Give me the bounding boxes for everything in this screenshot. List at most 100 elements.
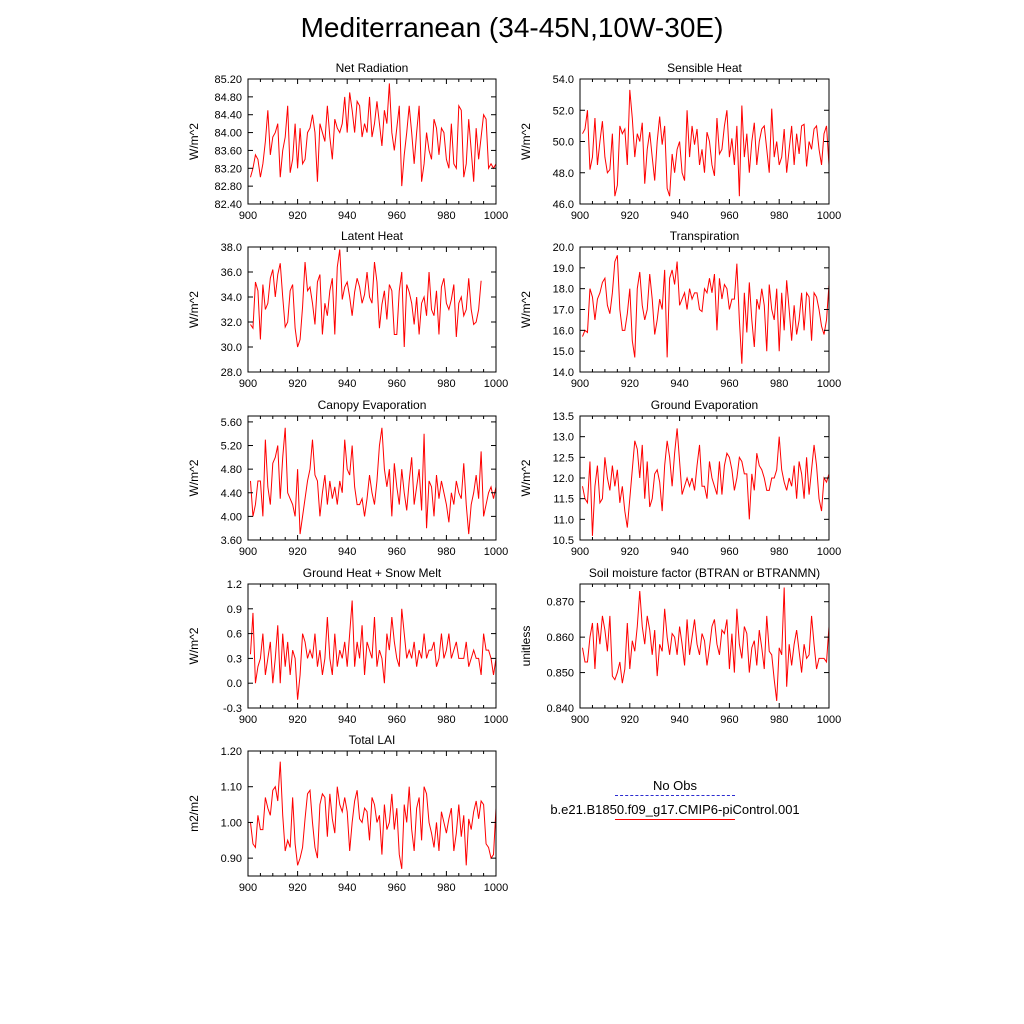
y-tick-label: 0.840 bbox=[546, 703, 574, 715]
y-tick-label: 48.0 bbox=[553, 168, 574, 180]
x-tick-label: 980 bbox=[437, 882, 455, 894]
x-tick-label: 960 bbox=[388, 378, 406, 390]
x-tick-label: 980 bbox=[437, 546, 455, 558]
panel-title: Transpiration bbox=[670, 229, 740, 243]
legend-obs-entry: No Obs bbox=[520, 778, 830, 796]
x-tick-label: 900 bbox=[239, 882, 257, 894]
y-tick-label: 14.0 bbox=[553, 367, 574, 379]
x-tick-label: 980 bbox=[770, 714, 788, 726]
x-tick-label: 920 bbox=[621, 714, 639, 726]
x-tick-label: 940 bbox=[670, 210, 688, 222]
y-tick-label: 12.5 bbox=[553, 452, 574, 464]
y-tick-label: 19.0 bbox=[553, 263, 574, 275]
series-line bbox=[582, 89, 830, 197]
y-tick-label: 34.0 bbox=[221, 292, 242, 304]
x-tick-label: 940 bbox=[670, 714, 688, 726]
y-tick-label: 3.60 bbox=[221, 535, 242, 547]
chart-panel-2: 900 920 940 960 980 1000 46.0 48.0 50.0 52.0 54.0 S… bbox=[519, 61, 841, 222]
y-tick-label: 84.80 bbox=[214, 92, 242, 104]
x-tick-label: 960 bbox=[388, 210, 406, 222]
y-tick-label: 18.0 bbox=[553, 284, 574, 296]
x-tick-label: 960 bbox=[388, 882, 406, 894]
y-tick-label: 30.0 bbox=[221, 342, 242, 354]
x-tick-label: 1000 bbox=[484, 714, 508, 726]
x-tick-label: 940 bbox=[670, 546, 688, 558]
series-line bbox=[581, 428, 830, 536]
plot-frame bbox=[579, 415, 830, 541]
plot-frame bbox=[247, 78, 497, 205]
x-tick-label: 960 bbox=[720, 378, 738, 390]
y-tick-label: 46.0 bbox=[553, 199, 574, 211]
x-tick-label: 920 bbox=[621, 546, 639, 558]
y-tick-label: 0.870 bbox=[546, 597, 574, 609]
plot-frame bbox=[247, 583, 497, 709]
y-tick-label: 5.60 bbox=[221, 417, 242, 429]
x-tick-label: 980 bbox=[437, 714, 455, 726]
x-tick-label: 1000 bbox=[484, 378, 508, 390]
y-axis-label: W/m^2 bbox=[187, 627, 201, 664]
chart-panel-3: 900 920 940 960 980 1000 28.0 30.0 32.0 34.0 36.0 3… bbox=[187, 229, 508, 390]
panel-title: Canopy Evaporation bbox=[318, 398, 427, 412]
x-tick-label: 1000 bbox=[817, 546, 841, 558]
x-tick-label: 920 bbox=[288, 882, 306, 894]
panel-title: Soil moisture factor (BTRAN or BTRANMN) bbox=[589, 566, 820, 580]
y-tick-label: 5.20 bbox=[221, 441, 242, 453]
chart-panel-9: 900 920 940 960 980 1000 0.90 1.00 1.10 1.20 Total… bbox=[187, 733, 508, 894]
x-tick-label: 1000 bbox=[484, 882, 508, 894]
y-tick-label: 1.10 bbox=[221, 782, 242, 794]
y-tick-label: 82.40 bbox=[214, 199, 242, 211]
y-axis-label: W/m^2 bbox=[187, 123, 201, 160]
series-line bbox=[249, 427, 497, 535]
x-tick-label: 1000 bbox=[484, 210, 508, 222]
x-tick-label: 920 bbox=[288, 546, 306, 558]
y-tick-label: 84.40 bbox=[214, 110, 242, 122]
x-tick-label: 980 bbox=[437, 210, 455, 222]
legend-case-line bbox=[615, 819, 735, 820]
x-tick-label: 940 bbox=[338, 882, 356, 894]
chart-panel-4: 900 920 940 960 980 1000 14.0 15.0 16.0 17.0 18.0 1… bbox=[519, 229, 841, 390]
y-tick-label: 84.00 bbox=[214, 128, 242, 140]
chart-panel-7: 900 920 940 960 980 1000 -0.3 0.0 0.3 0.6 0.9 1.2 Gr… bbox=[187, 566, 508, 726]
x-tick-label: 960 bbox=[720, 210, 738, 222]
y-tick-label: 11.0 bbox=[553, 514, 574, 526]
x-tick-label: 980 bbox=[770, 210, 788, 222]
x-tick-label: 920 bbox=[288, 714, 306, 726]
x-tick-label: 900 bbox=[571, 546, 589, 558]
y-tick-label: 0.9 bbox=[227, 604, 242, 616]
y-tick-label: 1.20 bbox=[221, 746, 242, 758]
y-tick-label: 10.5 bbox=[553, 535, 574, 547]
series-line bbox=[581, 587, 830, 701]
panel-title: Sensible Heat bbox=[667, 61, 742, 75]
chart-panel-8: 900 920 940 960 980 1000 0.840 0.850 0.860 0.870 S… bbox=[519, 566, 841, 726]
plot-frame bbox=[247, 750, 497, 877]
x-tick-label: 940 bbox=[338, 378, 356, 390]
y-tick-label: 32.0 bbox=[221, 317, 242, 329]
y-tick-label: 52.0 bbox=[553, 105, 574, 117]
y-tick-label: 0.860 bbox=[546, 632, 574, 644]
y-axis-label: W/m^2 bbox=[187, 291, 201, 328]
panel-title: Total LAI bbox=[349, 733, 396, 747]
y-tick-label: 1.2 bbox=[227, 579, 242, 591]
x-tick-label: 900 bbox=[571, 714, 589, 726]
series-line bbox=[582, 255, 830, 364]
y-tick-label: 11.5 bbox=[553, 494, 574, 506]
y-tick-label: 50.0 bbox=[553, 137, 574, 149]
chart-panel-5: 900 920 940 960 980 1000 3.60 4.00 4.40 4.80 5.20 5… bbox=[187, 398, 508, 558]
panel-title: Net Radiation bbox=[336, 61, 409, 75]
panel-title: Ground Heat + Snow Melt bbox=[303, 566, 442, 580]
y-tick-label: 36.0 bbox=[221, 267, 242, 279]
y-tick-label: 0.90 bbox=[221, 853, 242, 865]
y-tick-label: 17.0 bbox=[553, 305, 574, 317]
y-tick-label: -0.3 bbox=[223, 703, 242, 715]
series-line bbox=[250, 249, 482, 348]
y-tick-label: 13.0 bbox=[553, 432, 574, 444]
y-tick-label: 38.0 bbox=[221, 242, 242, 254]
series-line bbox=[249, 761, 497, 869]
x-tick-label: 960 bbox=[720, 714, 738, 726]
x-tick-label: 920 bbox=[288, 210, 306, 222]
x-tick-label: 940 bbox=[338, 546, 356, 558]
y-tick-label: 54.0 bbox=[553, 74, 574, 86]
y-tick-label: 0.850 bbox=[546, 668, 574, 680]
series-line bbox=[249, 600, 497, 700]
x-tick-label: 960 bbox=[388, 714, 406, 726]
